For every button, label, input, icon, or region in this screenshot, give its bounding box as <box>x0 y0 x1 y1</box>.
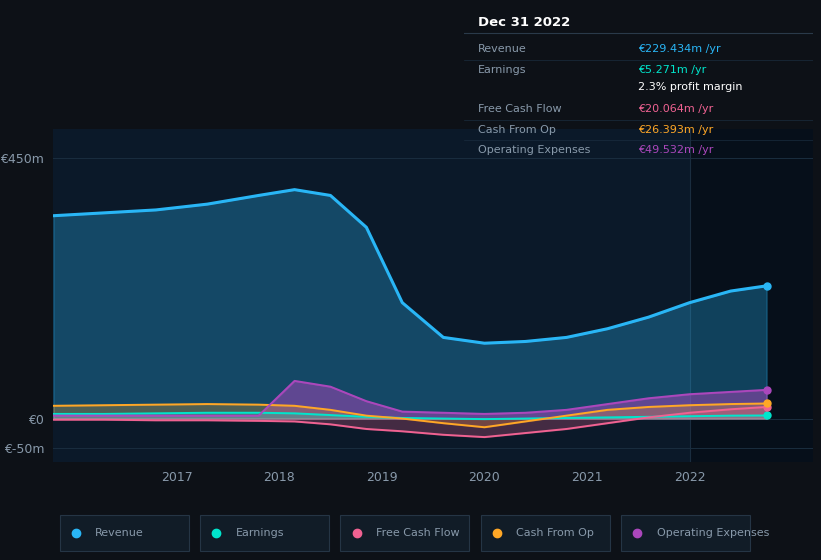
FancyBboxPatch shape <box>621 515 750 552</box>
Text: Revenue: Revenue <box>95 529 144 538</box>
Text: Earnings: Earnings <box>478 66 526 75</box>
Text: €20.064m /yr: €20.064m /yr <box>639 104 713 114</box>
FancyBboxPatch shape <box>200 515 329 552</box>
Text: €5.271m /yr: €5.271m /yr <box>639 66 707 75</box>
Text: Operating Expenses: Operating Expenses <box>657 529 769 538</box>
Text: Dec 31 2022: Dec 31 2022 <box>478 16 570 29</box>
Text: Free Cash Flow: Free Cash Flow <box>478 104 562 114</box>
FancyBboxPatch shape <box>60 515 189 552</box>
Text: Free Cash Flow: Free Cash Flow <box>376 529 460 538</box>
Text: Cash From Op: Cash From Op <box>516 529 594 538</box>
Text: €229.434m /yr: €229.434m /yr <box>639 44 721 54</box>
Bar <box>690 129 813 462</box>
Text: €26.393m /yr: €26.393m /yr <box>639 125 713 136</box>
FancyBboxPatch shape <box>341 515 470 552</box>
Text: Revenue: Revenue <box>478 44 526 54</box>
Text: €49.532m /yr: €49.532m /yr <box>639 146 713 155</box>
Text: 2.3% profit margin: 2.3% profit margin <box>639 82 743 92</box>
Text: Cash From Op: Cash From Op <box>478 125 556 136</box>
Text: Earnings: Earnings <box>236 529 284 538</box>
Text: Operating Expenses: Operating Expenses <box>478 146 590 155</box>
FancyBboxPatch shape <box>481 515 610 552</box>
